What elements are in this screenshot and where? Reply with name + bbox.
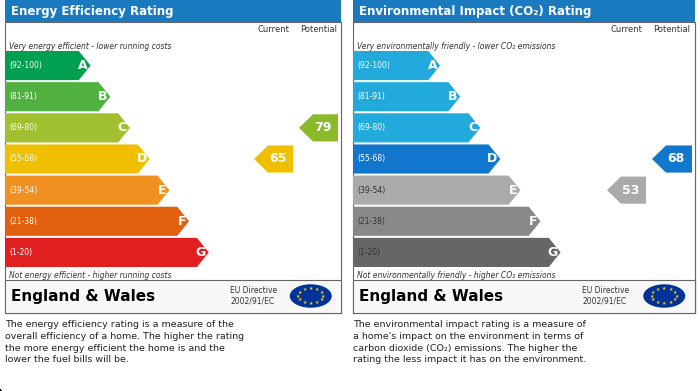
Text: (39-54): (39-54) bbox=[357, 186, 385, 195]
Text: (81-91): (81-91) bbox=[9, 92, 37, 101]
Text: (69-80): (69-80) bbox=[9, 123, 37, 133]
Text: ★: ★ bbox=[309, 301, 313, 305]
Text: EU Directive
2002/91/EC: EU Directive 2002/91/EC bbox=[230, 286, 277, 306]
Text: F: F bbox=[529, 215, 538, 228]
Text: Energy Efficiency Rating: Energy Efficiency Rating bbox=[11, 5, 174, 18]
Text: England & Wales: England & Wales bbox=[11, 289, 155, 303]
Text: EU Directive
2002/91/EC: EU Directive 2002/91/EC bbox=[582, 286, 629, 306]
Text: ★: ★ bbox=[656, 300, 660, 305]
Text: (81-91): (81-91) bbox=[357, 92, 385, 101]
Text: ★: ★ bbox=[319, 297, 324, 302]
Text: D: D bbox=[487, 152, 498, 165]
Text: ★: ★ bbox=[321, 294, 326, 298]
Text: F: F bbox=[178, 215, 186, 228]
Text: ★: ★ bbox=[668, 300, 673, 305]
Text: (1-20): (1-20) bbox=[357, 248, 380, 257]
Text: C: C bbox=[118, 121, 127, 135]
Text: The energy efficiency rating is a measure of the
overall efficiency of a home. T: The energy efficiency rating is a measur… bbox=[5, 320, 244, 364]
Text: B: B bbox=[98, 90, 107, 103]
Text: (1-20): (1-20) bbox=[9, 248, 32, 257]
Text: (21-38): (21-38) bbox=[9, 217, 37, 226]
Text: Potential: Potential bbox=[300, 25, 337, 34]
Text: E: E bbox=[158, 184, 167, 197]
Text: Current: Current bbox=[258, 25, 289, 34]
Text: B: B bbox=[448, 90, 457, 103]
Text: Very energy efficient - lower running costs: Very energy efficient - lower running co… bbox=[9, 42, 171, 51]
Text: 65: 65 bbox=[269, 152, 286, 165]
Text: (92-100): (92-100) bbox=[357, 61, 390, 70]
Text: (55-68): (55-68) bbox=[9, 154, 37, 163]
Text: ★: ★ bbox=[319, 290, 324, 295]
Text: ★: ★ bbox=[675, 294, 679, 298]
Text: A: A bbox=[78, 59, 88, 72]
Text: ★: ★ bbox=[662, 287, 666, 291]
Text: Current: Current bbox=[610, 25, 643, 34]
Text: ★: ★ bbox=[650, 294, 654, 298]
Text: ★: ★ bbox=[651, 290, 655, 295]
Text: ★: ★ bbox=[662, 301, 666, 305]
Text: ★: ★ bbox=[309, 287, 313, 291]
Text: ★: ★ bbox=[298, 290, 302, 295]
Text: G: G bbox=[547, 246, 558, 259]
Text: Potential: Potential bbox=[654, 25, 690, 34]
Text: (92-100): (92-100) bbox=[9, 61, 42, 70]
Text: (55-68): (55-68) bbox=[357, 154, 385, 163]
Text: Not environmentally friendly - higher CO₂ emissions: Not environmentally friendly - higher CO… bbox=[357, 271, 556, 280]
Text: 68: 68 bbox=[668, 152, 685, 165]
Text: ★: ★ bbox=[651, 297, 655, 302]
Text: England & Wales: England & Wales bbox=[359, 289, 503, 303]
Text: C: C bbox=[468, 121, 477, 135]
Text: D: D bbox=[136, 152, 147, 165]
Text: A: A bbox=[428, 59, 437, 72]
Text: ★: ★ bbox=[302, 287, 307, 292]
Text: ★: ★ bbox=[298, 297, 302, 302]
Text: ★: ★ bbox=[302, 300, 307, 305]
Text: ★: ★ bbox=[296, 294, 300, 298]
Text: Very environmentally friendly - lower CO₂ emissions: Very environmentally friendly - lower CO… bbox=[357, 42, 556, 51]
Text: ★: ★ bbox=[656, 287, 660, 292]
Text: (21-38): (21-38) bbox=[357, 217, 385, 226]
Text: Not energy efficient - higher running costs: Not energy efficient - higher running co… bbox=[9, 271, 171, 280]
Text: G: G bbox=[195, 246, 206, 259]
Text: 53: 53 bbox=[622, 184, 639, 197]
Text: Environmental Impact (CO₂) Rating: Environmental Impact (CO₂) Rating bbox=[359, 5, 592, 18]
Text: ★: ★ bbox=[315, 300, 319, 305]
Text: (39-54): (39-54) bbox=[9, 186, 37, 195]
Text: 79: 79 bbox=[314, 121, 331, 135]
Text: ★: ★ bbox=[673, 290, 678, 295]
Text: ★: ★ bbox=[673, 297, 678, 302]
Text: (69-80): (69-80) bbox=[357, 123, 385, 133]
Text: The environmental impact rating is a measure of
a home's impact on the environme: The environmental impact rating is a mea… bbox=[353, 320, 587, 364]
Text: ★: ★ bbox=[315, 287, 319, 292]
Text: E: E bbox=[509, 184, 517, 197]
Text: ★: ★ bbox=[668, 287, 673, 292]
